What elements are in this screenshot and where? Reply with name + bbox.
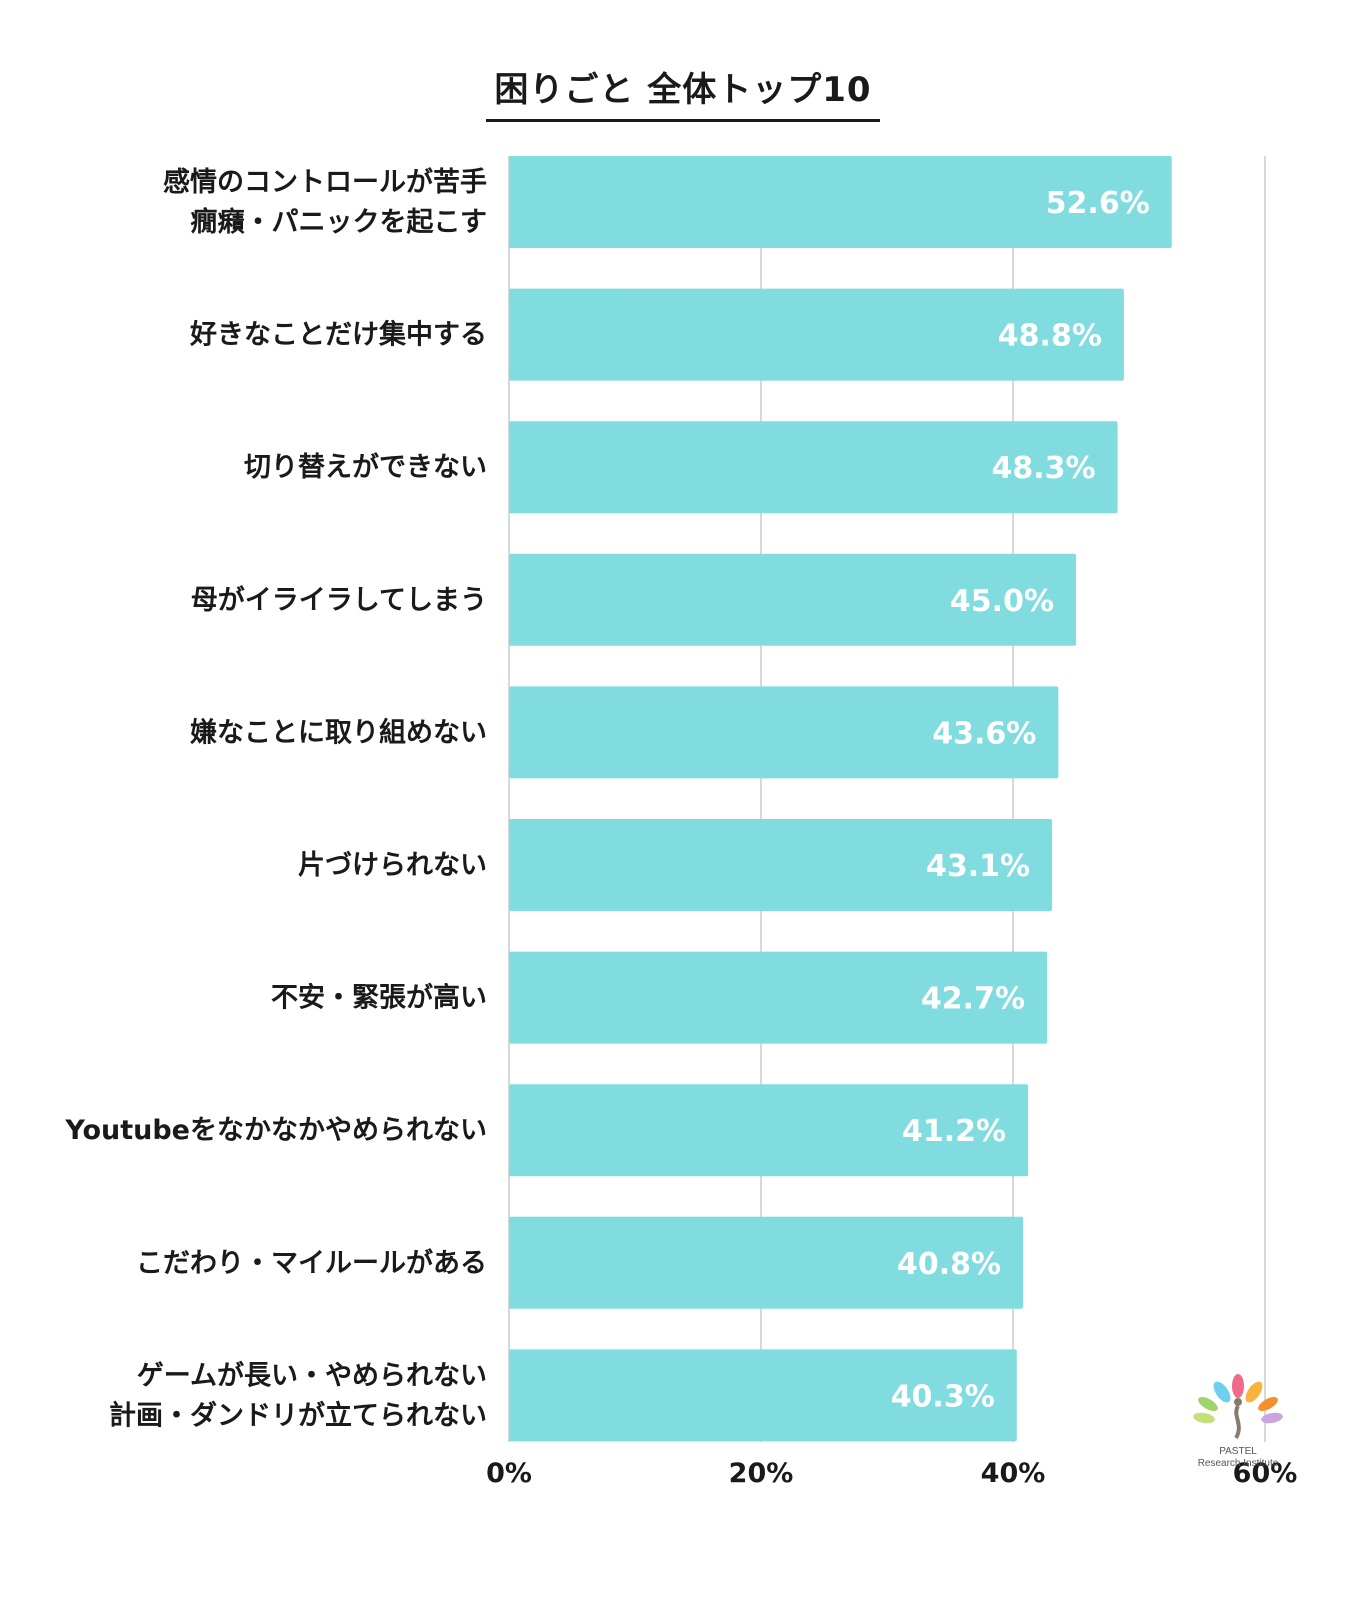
- category-label-9-line-1: こだわり・マイルールがある: [136, 1247, 487, 1279]
- tree-logo-icon: [1193, 1374, 1283, 1439]
- bar-4: [509, 553, 1076, 646]
- bar-5: [509, 686, 1059, 779]
- pastel-logo: PASTEL Research Institute: [1186, 1372, 1290, 1470]
- bar-8: [509, 1084, 1029, 1177]
- bar-7: [509, 951, 1048, 1044]
- x-tick-label-60: 60%: [1233, 1458, 1298, 1489]
- category-label-10-line-2: 計画・ダンドリが立てられない: [109, 1399, 487, 1431]
- bar-value-label-10: 40.3%: [891, 1379, 995, 1414]
- category-label-4-line-1: 母がイライラしてしまう: [191, 584, 487, 616]
- bar-value-label-8: 41.2%: [902, 1114, 1006, 1149]
- bar-value-label-4: 45.0%: [950, 584, 1054, 619]
- bar-1: [509, 156, 1172, 248]
- chart-title: 困りごと 全体トップ10: [486, 62, 880, 122]
- bar-value-label-6: 43.1%: [926, 849, 1030, 884]
- bar-value-label-1: 52.6%: [1046, 186, 1150, 221]
- logo-text-pastel: PASTEL: [1219, 1446, 1257, 1457]
- category-label-8-line-1: Youtubeをなかなかやめられない: [64, 1115, 487, 1146]
- x-tick-label-40: 40%: [981, 1458, 1046, 1489]
- category-label-1-line-1: 感情のコントロールが苦手: [163, 166, 487, 198]
- chart-title-wrap: 困りごと 全体トップ10: [0, 62, 1366, 122]
- bar-value-label-5: 43.6%: [932, 716, 1036, 751]
- logo-text-institute: Research Institute: [1197, 1458, 1279, 1469]
- bar-value-label-3: 48.3%: [992, 451, 1096, 486]
- category-label-2-line-1: 好きなことだけ集中する: [189, 319, 487, 351]
- bar-9: [509, 1216, 1024, 1309]
- bar-value-label-9: 40.8%: [897, 1247, 1001, 1282]
- category-label-10-line-1: ゲームが長い・やめられない: [137, 1359, 487, 1391]
- bar-value-label-7: 42.7%: [921, 982, 1025, 1017]
- category-label-7-line-1: 不安・緊張が高い: [271, 982, 487, 1014]
- category-label-6-line-1: 片づけられない: [298, 850, 487, 881]
- bar-6: [509, 819, 1053, 911]
- bar-3: [509, 421, 1118, 514]
- category-label-5-line-1: 嫌なことに取り組めない: [190, 716, 487, 748]
- x-tick-label-0: 0%: [486, 1458, 532, 1489]
- bar-value-label-2: 48.8%: [998, 319, 1102, 354]
- category-label-1-line-2: 癇癪・パニックを起こす: [191, 206, 487, 238]
- x-tick-label-20: 20%: [729, 1458, 794, 1489]
- category-label-3-line-1: 切り替えができない: [244, 451, 487, 483]
- bar-10: [509, 1349, 1017, 1442]
- bar-2: [509, 288, 1124, 381]
